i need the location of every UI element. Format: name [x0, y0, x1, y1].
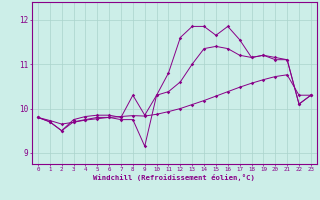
- X-axis label: Windchill (Refroidissement éolien,°C): Windchill (Refroidissement éolien,°C): [93, 174, 255, 181]
